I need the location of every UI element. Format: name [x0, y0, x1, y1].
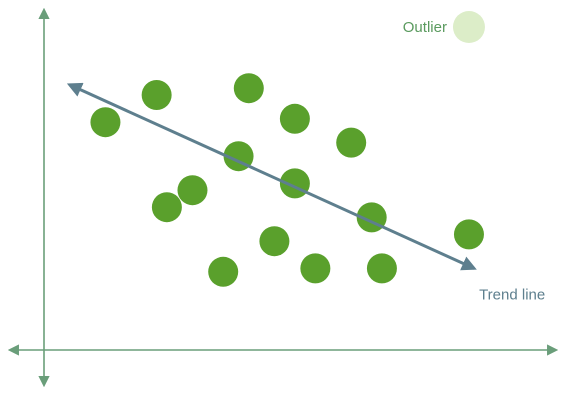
- data-points: [90, 73, 484, 287]
- data-point-5: [208, 256, 239, 287]
- data-point-15: [453, 219, 484, 250]
- trend-line-label: Trend line: [479, 286, 545, 303]
- data-point-1: [90, 107, 121, 138]
- data-point-4: [177, 175, 208, 206]
- data-point-9: [279, 103, 310, 134]
- outlier-point: [452, 11, 485, 43]
- data-point-7: [233, 73, 264, 104]
- data-point-2: [141, 80, 172, 110]
- data-point-12: [336, 127, 367, 158]
- data-point-11: [300, 253, 331, 284]
- data-point-8: [259, 226, 290, 257]
- data-point-3: [151, 192, 182, 223]
- trend-line: [66, 82, 477, 271]
- data-point-14: [366, 253, 397, 284]
- outlier-label: Outlier: [403, 19, 447, 36]
